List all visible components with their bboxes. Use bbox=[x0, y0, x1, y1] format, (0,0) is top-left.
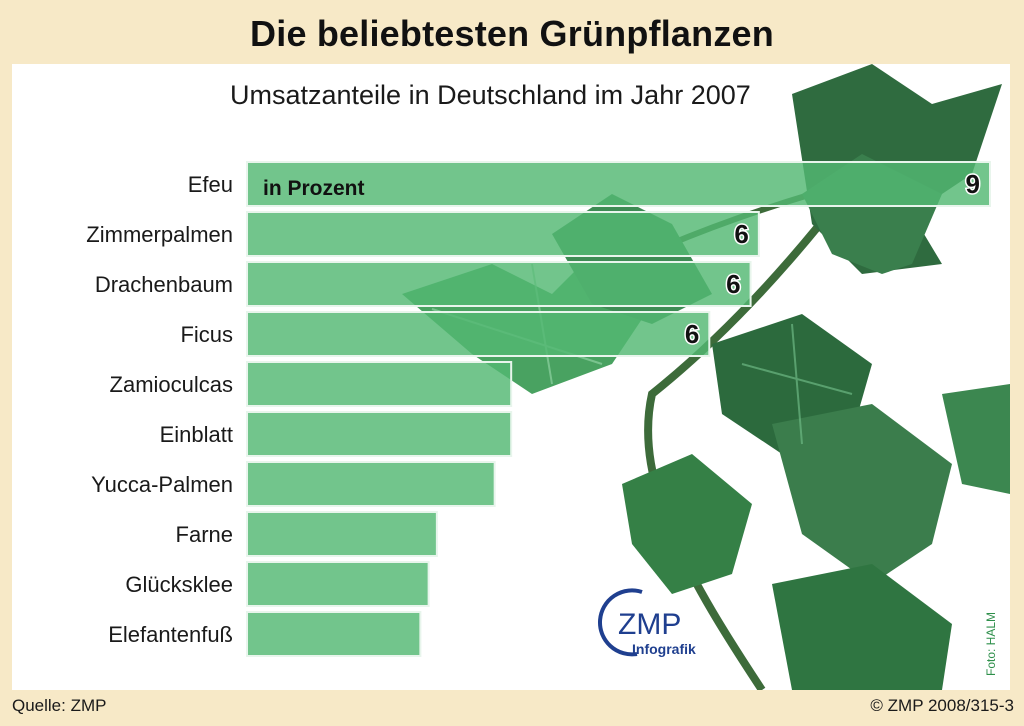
bar-2 bbox=[246, 261, 752, 307]
category-label-6: Yucca-Palmen bbox=[91, 472, 233, 497]
value-label-0: 9 bbox=[966, 169, 980, 199]
bar-1 bbox=[246, 211, 760, 257]
bar-7 bbox=[246, 511, 438, 557]
chart-svg: Efeu 9 Zimmerpalmen 6 Drachenbaum 6 Ficus 6 Zami… bbox=[86, 64, 1010, 690]
zmp-logo-arc bbox=[597, 588, 643, 657]
bar-6 bbox=[246, 461, 496, 507]
ivy-leaf-bottom bbox=[772, 564, 952, 690]
unit-label: in Prozent bbox=[263, 177, 365, 200]
category-label-2: Drachenbaum bbox=[95, 272, 233, 297]
bar-9 bbox=[246, 611, 422, 657]
ivy-leaf-right bbox=[772, 404, 952, 584]
zmp-logo-sub: Infografik bbox=[632, 641, 696, 657]
value-label-3: 6 bbox=[685, 319, 699, 349]
zmp-logo-main: ZMP bbox=[618, 608, 681, 641]
chart-subtitle: Umsatzanteile in Deutschland im Jahr 200… bbox=[230, 80, 751, 110]
zmp-logo: ZMP Infografik bbox=[597, 588, 696, 657]
ivy-leaf-lower bbox=[622, 454, 752, 594]
bar-0 bbox=[246, 161, 991, 207]
category-label-0: Efeu bbox=[188, 172, 233, 197]
chart-panel: Efeu 9 Zimmerpalmen 6 Drachenbaum 6 Ficus 6 Zami… bbox=[12, 64, 1010, 690]
category-label-7: Farne bbox=[176, 522, 233, 547]
ivy-leaf-edge bbox=[942, 384, 1010, 494]
photo-credit: Foto: HALM bbox=[984, 611, 998, 676]
value-label-1: 6 bbox=[734, 219, 748, 249]
bar-3 bbox=[246, 311, 711, 357]
copyright-label: © ZMP 2008/315-3 bbox=[870, 696, 1014, 715]
bar-4 bbox=[246, 361, 513, 407]
bar-5 bbox=[246, 411, 513, 457]
ivy-vein-2 bbox=[741, 323, 853, 445]
category-label-8: Glücksklee bbox=[125, 572, 233, 597]
chart-title: Die beliebtesten Grünpflanzen bbox=[250, 13, 774, 54]
category-label-3: Ficus bbox=[180, 322, 233, 347]
category-label-9: Elefantenfuß bbox=[108, 622, 233, 647]
category-label-4: Zamioculcas bbox=[110, 372, 233, 397]
category-label-5: Einblatt bbox=[160, 422, 233, 447]
bar-8 bbox=[246, 561, 430, 607]
category-label-1: Zimmerpalmen bbox=[86, 222, 233, 247]
source-label: Quelle: ZMP bbox=[12, 696, 107, 715]
value-label-2: 6 bbox=[726, 269, 740, 299]
